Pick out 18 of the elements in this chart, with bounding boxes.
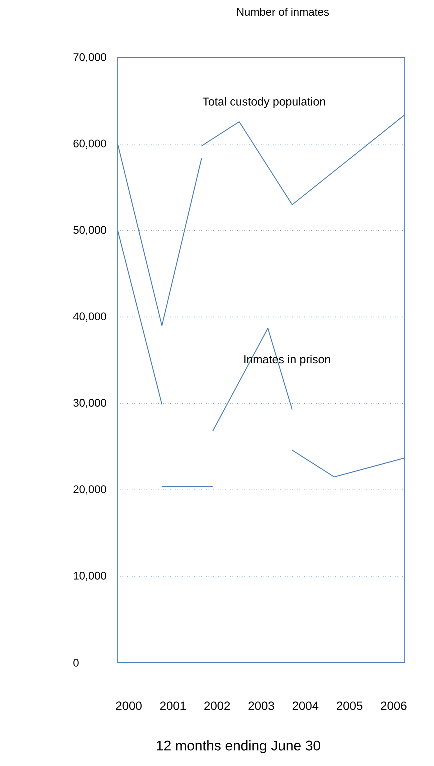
x-tick-label: 2000 (116, 702, 142, 710)
y-tick-label: 40,000 (73, 312, 106, 322)
y-tick-label: 20,000 (74, 486, 106, 495)
y-tick-label: 0 (74, 659, 79, 667)
x-tick-label: 2003 (248, 702, 274, 710)
y-tick-label: 70,000 (74, 53, 106, 63)
x-tick-label: 2002 (204, 702, 230, 710)
text: Total custody population (202, 97, 326, 108)
x-tick-label: 2006 (381, 702, 407, 710)
x-axis-title: 12 months ending June 30 (157, 740, 320, 754)
y-tick-label: 60,000 (74, 140, 106, 149)
y-tick-label: 50,000 (74, 226, 106, 236)
x-tick-label: 2005 (337, 702, 363, 710)
x-tick-label: 2004 (292, 702, 319, 710)
x-tick-label: 2001 (160, 702, 186, 710)
y-tick-label: 30,000 (74, 399, 106, 408)
y-tick-label: 10,000 (74, 572, 106, 582)
chart-title: Number of inmates (237, 8, 330, 16)
